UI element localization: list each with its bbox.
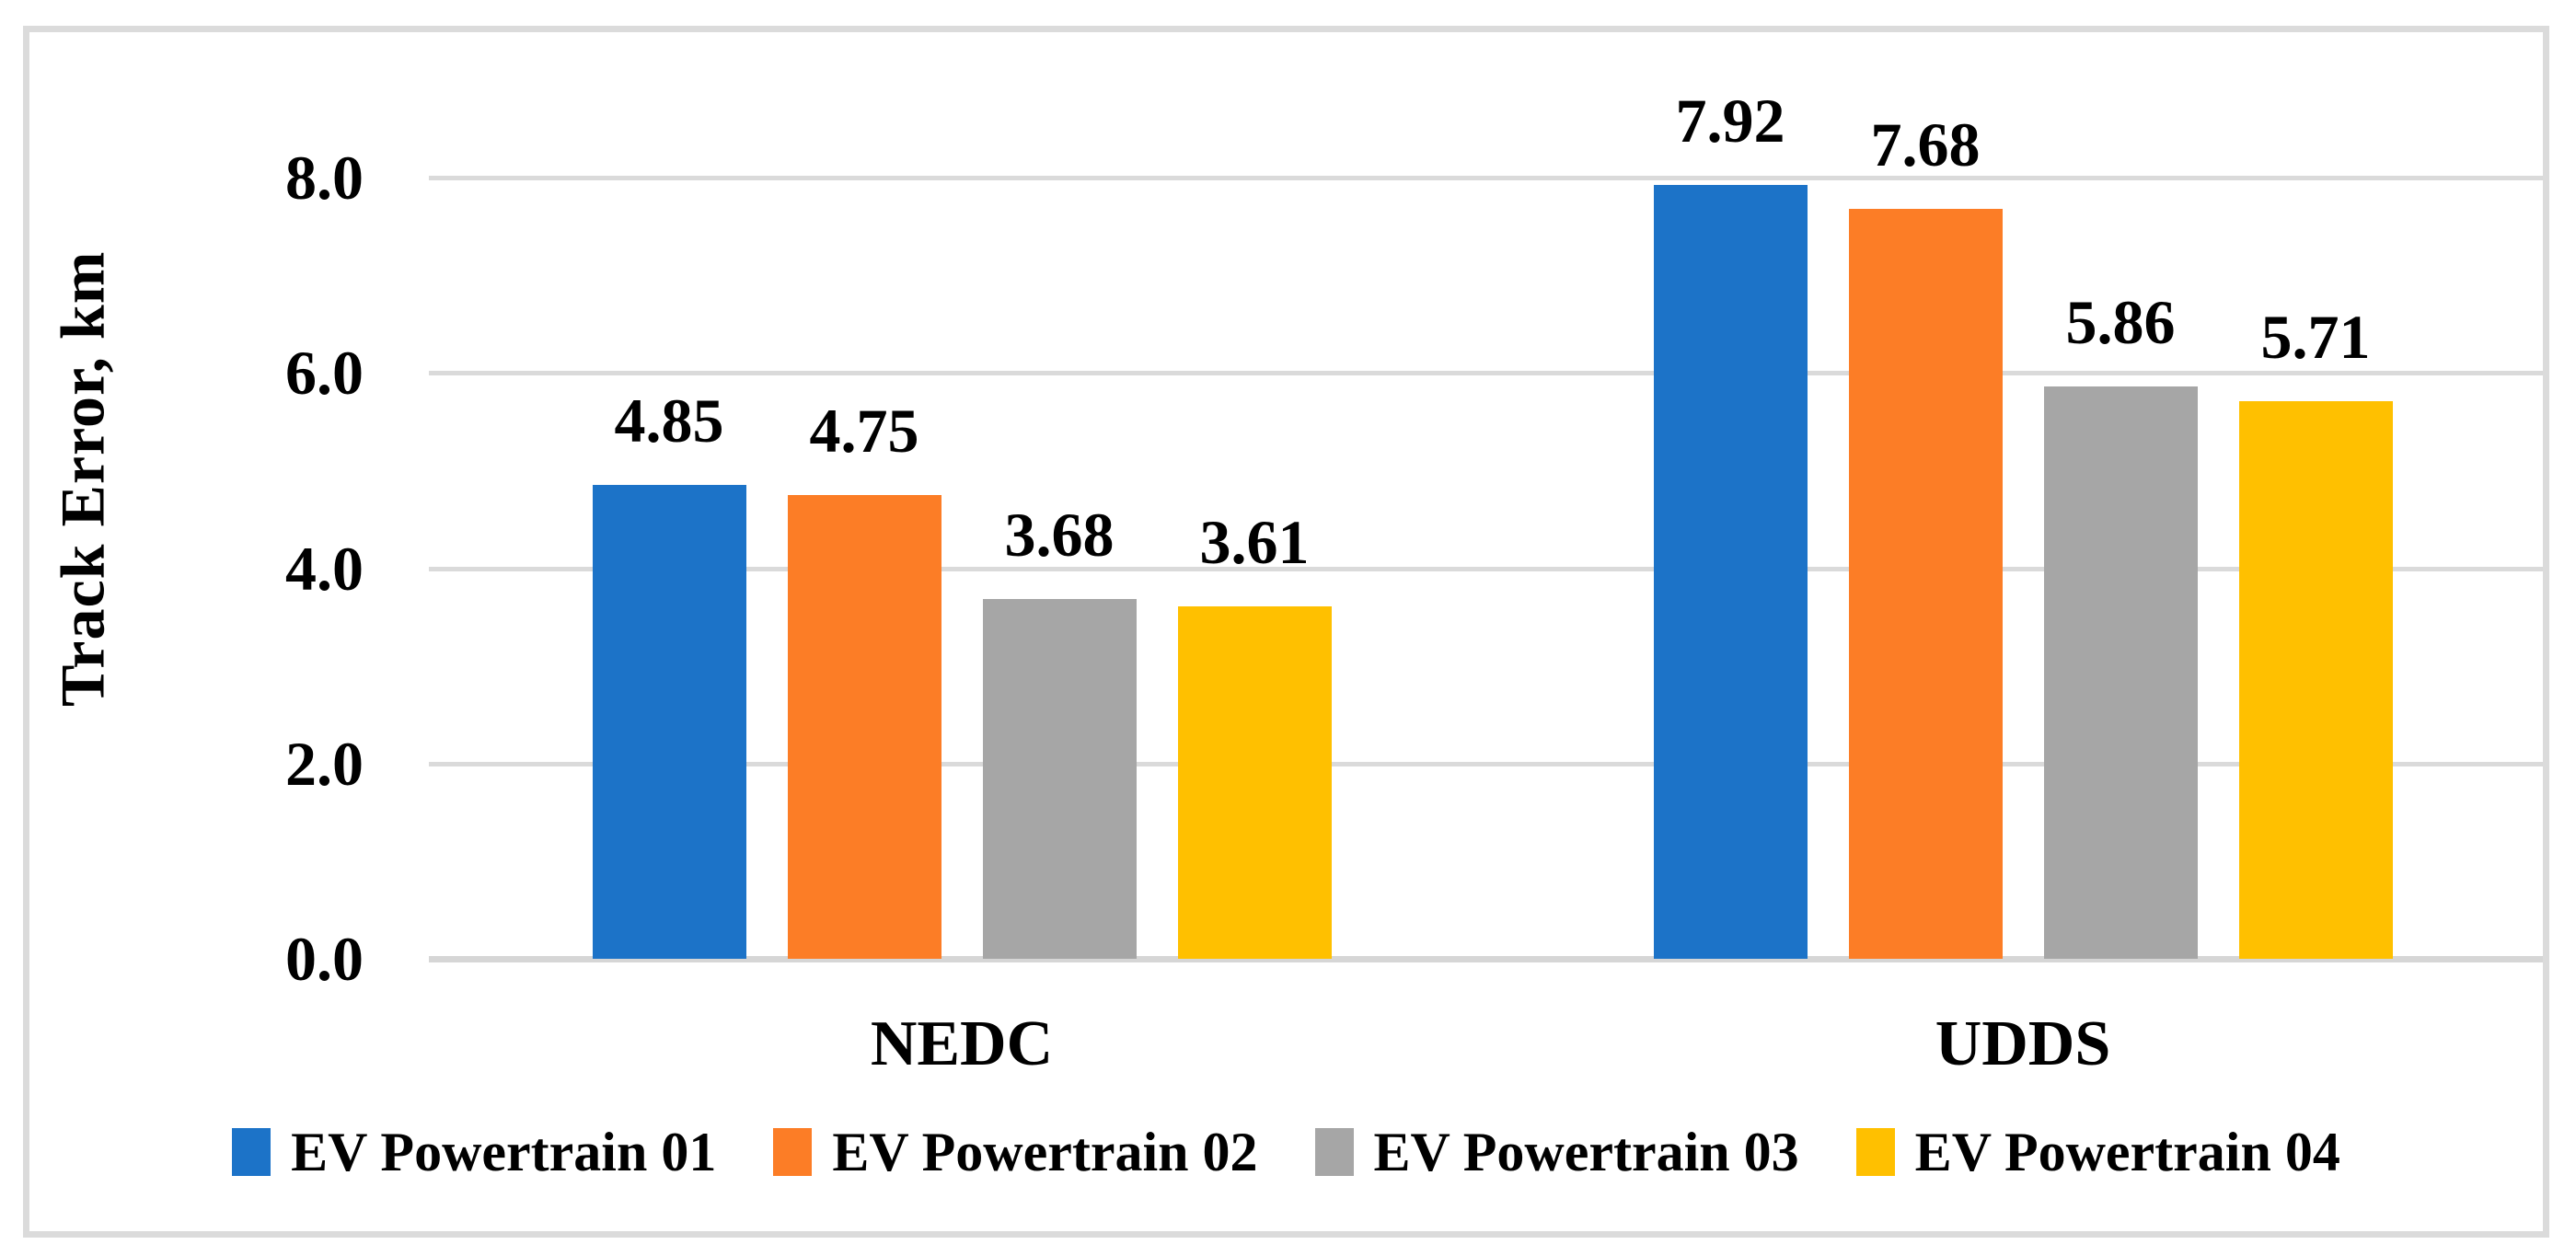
data-label: 4.75 <box>809 395 919 466</box>
data-label: 4.85 <box>614 386 724 456</box>
data-label: 7.92 <box>1675 86 1785 156</box>
data-label: 5.71 <box>2260 302 2371 373</box>
legend-item-ev-powertrain-03: EV Powertrain 03 <box>1314 1120 1799 1184</box>
bar-ev-powertrain-01-nedc <box>592 485 746 959</box>
data-label: 5.86 <box>2065 287 2176 358</box>
legend-label: EV Powertrain 01 <box>291 1122 717 1182</box>
x-axis-baseline <box>429 956 2543 962</box>
legend-swatch-icon <box>773 1128 813 1176</box>
gridline <box>429 566 2543 571</box>
y-tick-label: 0.0 <box>285 924 364 994</box>
gridline <box>429 176 2543 180</box>
gridline <box>429 371 2543 376</box>
y-tick-label: 6.0 <box>285 338 364 409</box>
gridline <box>429 761 2543 766</box>
y-tick-label: 4.0 <box>285 533 364 604</box>
bar-ev-powertrain-03-udds <box>2043 386 2198 959</box>
legend-label: EV Powertrain 02 <box>832 1122 1258 1182</box>
data-label: 3.61 <box>1199 506 1310 577</box>
bar-ev-powertrain-03-nedc <box>982 599 1137 959</box>
y-tick-label: 2.0 <box>285 728 364 799</box>
bar-ev-powertrain-04-nedc <box>1177 605 1332 959</box>
bar-ev-powertrain-02-udds <box>1848 208 2003 959</box>
y-axis-title: Track Error, km <box>47 250 118 707</box>
legend-swatch-icon <box>232 1128 271 1176</box>
legend-swatch-icon <box>1314 1128 1354 1176</box>
bar-ev-powertrain-01-udds <box>1653 185 1808 959</box>
category-label-udds: UDDS <box>1935 1008 2111 1079</box>
legend-item-ev-powertrain-04: EV Powertrain 04 <box>1855 1120 2340 1184</box>
legend: EV Powertrain 01 EV Powertrain 02 EV Power… <box>23 1115 2549 1189</box>
legend-item-ev-powertrain-01: EV Powertrain 01 <box>232 1120 716 1184</box>
legend-swatch-icon <box>1855 1128 1895 1176</box>
legend-label: EV Powertrain 03 <box>1373 1122 1799 1182</box>
bar-ev-powertrain-02-nedc <box>787 494 941 959</box>
legend-label: EV Powertrain 04 <box>1914 1122 2340 1182</box>
bar-ev-powertrain-04-udds <box>2238 401 2393 959</box>
data-label: 7.68 <box>1870 109 1981 179</box>
category-label-nedc: NEDC <box>870 1008 1054 1079</box>
legend-item-ev-powertrain-02: EV Powertrain 02 <box>773 1120 1258 1184</box>
data-label: 3.68 <box>1004 500 1115 570</box>
y-tick-label: 8.0 <box>285 143 364 213</box>
